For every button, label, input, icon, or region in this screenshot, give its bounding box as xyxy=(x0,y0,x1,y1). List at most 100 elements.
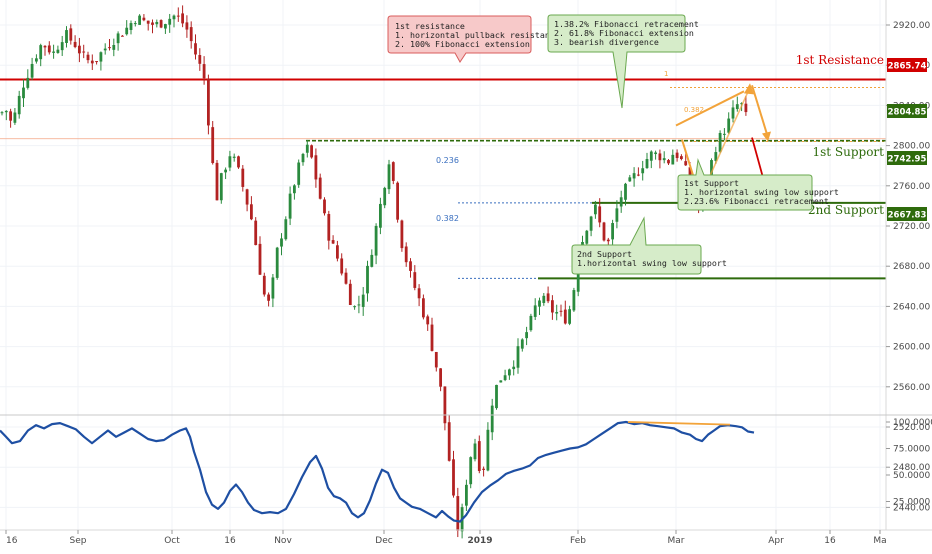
time-tick-label: Nov xyxy=(274,536,292,546)
price-tick-label: 2720.00 xyxy=(893,222,930,232)
candle-body xyxy=(452,459,455,496)
resistance-annotation-line-1: 1st resistance xyxy=(395,21,465,31)
candle-body xyxy=(301,153,305,163)
candle-body xyxy=(82,51,86,53)
time-tick-label: 16 xyxy=(6,536,18,546)
support2-level-label: 2nd Support xyxy=(808,203,884,217)
candle-body xyxy=(671,154,675,165)
fib-label-1: 1 xyxy=(664,70,668,78)
candle-body xyxy=(662,158,666,161)
time-tick-label: Apr xyxy=(768,536,784,546)
price-tick-label: 2800.00 xyxy=(893,142,930,152)
candle-body xyxy=(602,222,606,241)
candle-body xyxy=(490,405,494,433)
candle-body xyxy=(280,238,283,247)
candle-body xyxy=(731,107,735,119)
candle-body xyxy=(310,145,313,158)
candle-body xyxy=(262,275,266,295)
candle-body xyxy=(241,168,245,187)
candle-body xyxy=(121,35,124,37)
candle-body xyxy=(271,277,275,299)
fib-label-0382-ext: 0.382 xyxy=(684,106,704,114)
candle-body xyxy=(598,206,602,223)
candle-body xyxy=(348,283,352,305)
candle-body xyxy=(0,112,4,114)
candle-body xyxy=(146,20,150,24)
candle-body xyxy=(357,304,361,306)
candle-body xyxy=(202,64,206,79)
candle-body xyxy=(447,422,451,461)
candle-body xyxy=(155,21,159,25)
candle-body xyxy=(680,156,683,160)
candle-body xyxy=(318,177,322,199)
price-tick-label: 2920.00 xyxy=(893,21,930,31)
candle-body xyxy=(284,219,288,240)
candle-body xyxy=(99,52,103,62)
support1-annotation-line-1: 1st Support xyxy=(684,178,739,188)
candle-body xyxy=(572,290,576,311)
candle-body xyxy=(512,366,516,370)
candle-body xyxy=(194,43,197,55)
candle-body xyxy=(52,51,55,53)
candle-body xyxy=(477,441,481,471)
candle-body xyxy=(576,261,580,292)
candle-body xyxy=(559,310,563,312)
candle-body xyxy=(503,375,507,381)
candle-body xyxy=(4,110,8,113)
candle-body xyxy=(151,22,154,25)
candle-body xyxy=(267,294,270,301)
candle-body xyxy=(245,189,249,205)
pivot-annotation-line-2: 2. 61.8% Fibonacci extension xyxy=(554,28,694,38)
resistance-annotation-line-3: 2. 100% Fibonacci extension xyxy=(395,39,530,49)
candle-body xyxy=(516,346,520,368)
candle-body xyxy=(366,265,369,294)
candle-body xyxy=(207,78,210,126)
resistance-badge: 2865.74 xyxy=(887,58,927,72)
candle-body xyxy=(47,45,51,53)
candle-body xyxy=(482,468,485,470)
candle-body xyxy=(434,351,438,368)
time-tick-label: Feb xyxy=(570,536,586,546)
candle-body xyxy=(404,246,408,263)
candle-body xyxy=(60,42,64,51)
price-tick-label: 2480.00 xyxy=(893,463,930,473)
candle-body xyxy=(723,133,726,135)
support2-annotation-line-1: 2nd Support xyxy=(577,249,632,259)
candle-body xyxy=(499,380,503,383)
candle-body xyxy=(95,61,98,63)
candle-body xyxy=(654,152,657,155)
candle-body xyxy=(198,55,202,64)
candle-body xyxy=(185,22,189,30)
candle-body xyxy=(529,315,533,331)
oscillator-axis: 100.0000 75.0000 50.0000 25.0000 xyxy=(886,418,932,508)
candle-body xyxy=(103,48,107,51)
candle-body xyxy=(551,300,554,313)
resistance-level-label: 1st Resistance xyxy=(796,53,884,67)
swing-right-arrowhead xyxy=(762,131,771,142)
candle-body xyxy=(555,312,559,314)
price-tick-label: 2640.00 xyxy=(893,302,930,312)
price-tick-label: 2560.00 xyxy=(893,383,930,393)
candle-body xyxy=(417,288,421,299)
time-tick-label: 16 xyxy=(224,536,236,546)
candle-body xyxy=(740,103,743,105)
pivot-annotation-line-3: 3. bearish divergence xyxy=(554,37,659,47)
candle-body xyxy=(735,104,739,110)
candle-body xyxy=(211,127,215,164)
candle-body xyxy=(456,496,460,531)
candle-body xyxy=(344,272,348,284)
candle-body xyxy=(90,60,94,64)
candle-body xyxy=(159,20,163,28)
pivot-badge-text: 2804.85 xyxy=(888,108,927,118)
divergence-trendline xyxy=(675,90,745,127)
time-tick-label: 2019 xyxy=(467,536,492,546)
candle-body xyxy=(520,339,524,349)
candle-body xyxy=(594,204,597,215)
candle-body xyxy=(30,63,34,78)
candle-body xyxy=(383,187,387,206)
candle-body xyxy=(637,174,640,176)
candle-body xyxy=(176,15,180,17)
candle-body xyxy=(546,293,550,302)
candle-body xyxy=(538,300,541,307)
